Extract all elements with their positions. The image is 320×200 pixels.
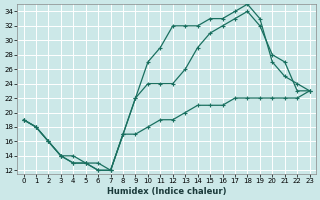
- X-axis label: Humidex (Indice chaleur): Humidex (Indice chaleur): [107, 187, 226, 196]
